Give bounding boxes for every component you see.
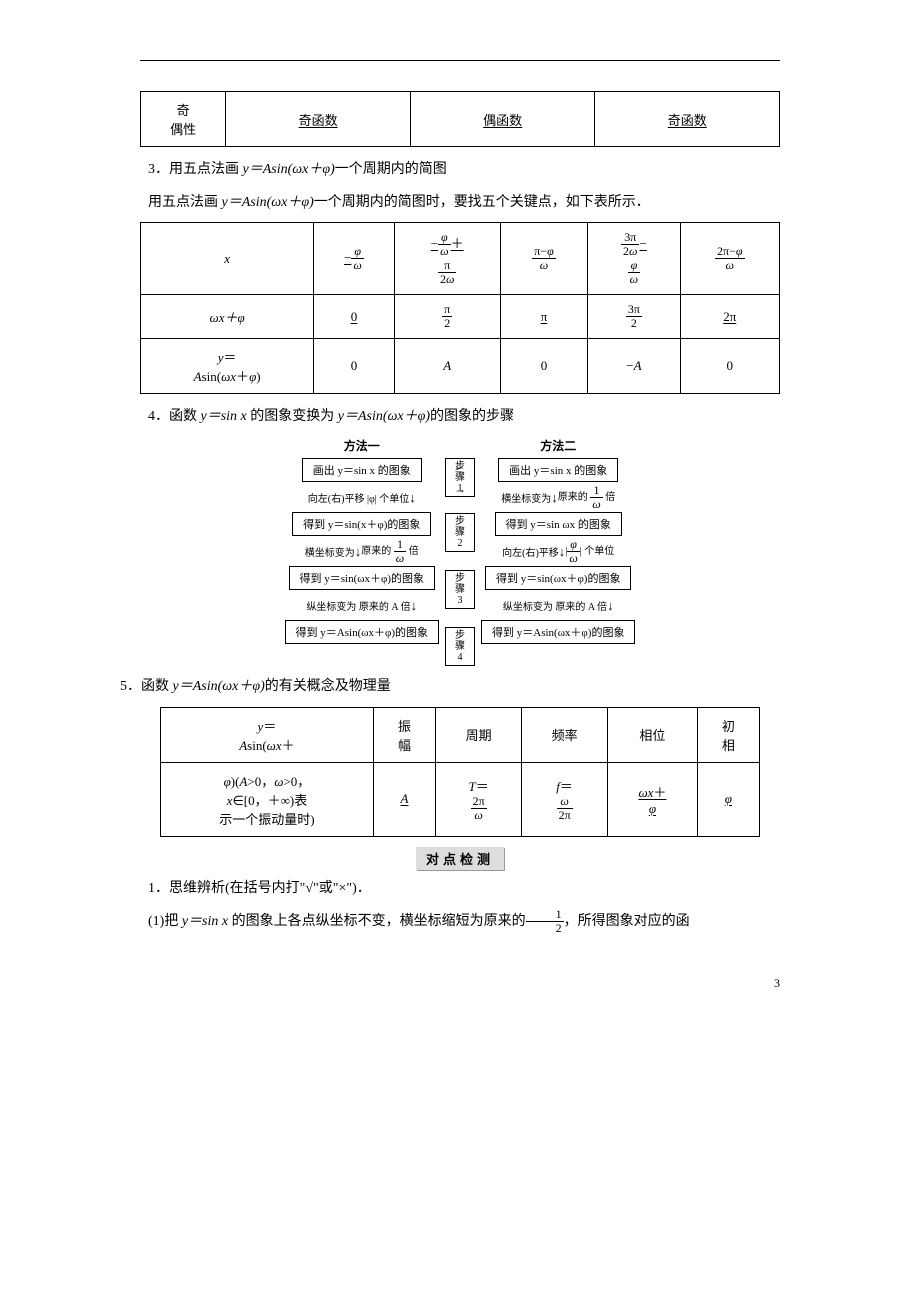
right-n4: 得到 y＝Asin(ωx＋φ)的图象 [481, 620, 635, 644]
t3-h2: 周期 [436, 707, 522, 762]
parity-cell-3: 奇函数 [668, 113, 707, 128]
step2: 步骤2 [445, 513, 475, 552]
t2-r3c1: y＝Asin(ωx＋φ) [141, 339, 314, 394]
t3-h1: 振 幅 [373, 707, 435, 762]
t2-r1c6: 2π−φω [680, 223, 779, 295]
t2-r1c5: 3π2ω−φω [588, 223, 680, 295]
q1-1: (1)把 y＝sin x 的图象上各点纵坐标不变，横坐标缩短为原来的12，所得图… [120, 908, 840, 936]
check-label: 对点检测 [416, 847, 504, 870]
t2-r2c3: π2 [394, 294, 500, 338]
physics-table: y＝Asin(ωx＋ 振 幅 周期 频率 相位 初 相 φ)(A>0，ω>0，x… [160, 707, 760, 837]
sec5-title: 5．函数 y＝Asin(ωx＋φ)的有关概念及物理量 [120, 674, 840, 701]
left-n3: 得到 y＝sin(ωx＋φ)的图象 [289, 566, 436, 590]
right-n1: 画出 y＝sin x 的图象 [498, 458, 618, 482]
t2-r3c2: 0 [314, 339, 394, 394]
left-e2: 横坐标变为↓原来的 1ω 倍 [305, 538, 419, 566]
t3-v3: f＝ω2π [522, 762, 608, 836]
step4: 步骤4 [445, 627, 475, 666]
parity-cell-1: 奇函数 [299, 113, 338, 128]
right-n3: 得到 y＝sin(ωx＋φ)的图象 [485, 566, 632, 590]
t2-r1c1: x [141, 223, 314, 295]
parity-table: 奇 偶性 奇函数 偶函数 奇函数 [140, 91, 780, 147]
right-e3: 纵坐标变为 原来的 A 倍↓ [503, 592, 614, 620]
check-label-wrap: 对点检测 [80, 847, 840, 870]
diagram-mid-col: ←步骤1→ 步骤2 步骤3 步骤4 [445, 437, 475, 668]
t2-r1c2: −φω [314, 223, 394, 295]
diagram-right-col: 方法二 画出 y＝sin x 的图象 横坐标变为↓原来的 1ω 倍 得到 y＝s… [481, 437, 635, 668]
left-e3: 纵坐标变为 原来的 A 倍↓ [306, 592, 417, 620]
t3-v2: T＝2πω [436, 762, 522, 836]
t2-r3c4: 0 [500, 339, 588, 394]
q1: 1．思维辨析(在括号内打"√"或"×")． [120, 876, 840, 903]
t2-r3c3: A [394, 339, 500, 394]
left-n1: 画出 y＝sin x 的图象 [302, 458, 422, 482]
t2-r2c5: 3π2 [588, 294, 680, 338]
t2-r1c4: π−φω [500, 223, 588, 295]
right-n2: 得到 y＝sin ωx 的图象 [495, 512, 622, 536]
t2-r3c5: −A [588, 339, 680, 394]
t3-h5: 初 相 [697, 707, 759, 762]
t3-v4: ωx＋φ [608, 762, 698, 836]
parity-cell-2: 偶函数 [483, 113, 522, 128]
step3: 步骤3 [445, 570, 475, 609]
t2-r3c6: 0 [680, 339, 779, 394]
t2-r2c1: ωx＋φ [141, 294, 314, 338]
t2-r2c4: π [541, 309, 548, 324]
diagram-left-col: 方法一 画出 y＝sin x 的图象 向左(右)平移 |φ| 个单位↓ 得到 y… [285, 437, 439, 668]
page-number: 3 [80, 976, 780, 991]
t2-r2c2: 0 [351, 309, 358, 324]
t3-h3: 频率 [522, 707, 608, 762]
sec3-title: 3．用五点法画 y＝Asin(ωx＋φ)一个周期内的简图 [120, 157, 840, 184]
right-e1: 横坐标变为↓原来的 1ω 倍 [501, 484, 615, 512]
method2-header: 方法二 [540, 437, 576, 454]
transform-diagram: 方法一 画出 y＝sin x 的图象 向左(右)平移 |φ| 个单位↓ 得到 y… [80, 437, 840, 668]
right-e2: 向左(右)平移↓|φω| 个单位 [502, 538, 614, 566]
left-n2: 得到 y＝sin(x＋φ)的图象 [292, 512, 431, 536]
t3-v1: A [373, 762, 435, 836]
left-n4: 得到 y＝Asin(ωx＋φ)的图象 [285, 620, 439, 644]
parity-row-label: 奇 偶性 [141, 92, 226, 147]
t3-c1-top: y＝Asin(ωx＋ [161, 707, 374, 762]
t3-v5: φ [697, 762, 759, 836]
t3-h4: 相位 [608, 707, 698, 762]
sec4-title: 4．函数 y＝sin x 的图象变换为 y＝Asin(ωx＋φ)的图象的步骤 [120, 404, 840, 431]
t2-r2c6: 2π [723, 309, 736, 324]
five-point-table: x −φω −φω＋π2ω π−φω 3π2ω−φω 2π−φω ωx＋φ 0 … [140, 222, 780, 394]
left-e1: 向左(右)平移 |φ| 个单位↓ [308, 484, 416, 512]
method1-header: 方法一 [344, 437, 380, 454]
sec3-desc: 用五点法画 y＝Asin(ωx＋φ)一个周期内的简图时，要找五个关键点，如下表所… [120, 190, 840, 217]
t2-r1c3: −φω＋π2ω [394, 223, 500, 295]
top-rule [140, 60, 780, 61]
t3-c1-bot: φ)(A>0，ω>0，x∈[0，＋∞)表示一个振动量时) [161, 762, 374, 836]
